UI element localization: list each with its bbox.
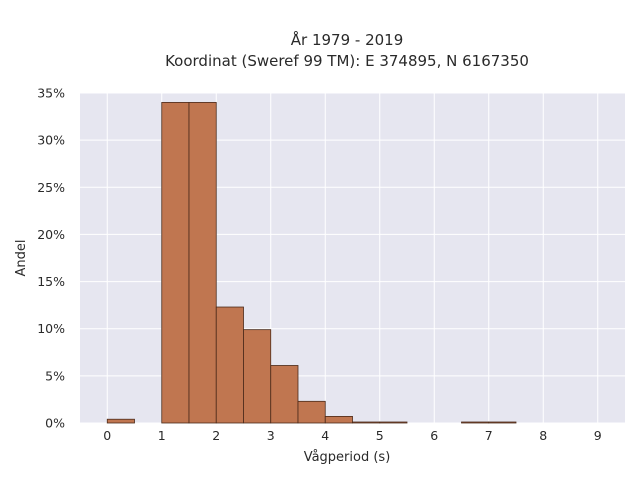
x-tick-label: 3 bbox=[267, 428, 275, 443]
histogram-bar bbox=[461, 421, 490, 424]
x-tick-label: 0 bbox=[103, 428, 111, 443]
x-tick-label: 2 bbox=[212, 428, 220, 443]
histogram-bar bbox=[243, 329, 272, 424]
x-axis-label: Vågperiod (s) bbox=[304, 450, 391, 465]
y-tick-label: 35% bbox=[37, 86, 65, 101]
y-axis-label: Andel bbox=[14, 240, 29, 277]
chart-title-line1: År 1979 - 2019 bbox=[291, 30, 404, 49]
histogram-bar bbox=[215, 306, 244, 424]
y-axis-ticks: 0% 5% 10% 15% 20% 25% 30% 35% bbox=[37, 86, 65, 431]
histogram-bar bbox=[161, 102, 190, 424]
histogram-bar bbox=[324, 415, 353, 424]
y-tick-label: 15% bbox=[37, 274, 65, 289]
y-tick-label: 10% bbox=[37, 321, 65, 336]
histogram-bar bbox=[352, 421, 381, 424]
y-tick-label: 5% bbox=[45, 368, 65, 383]
x-tick-label: 7 bbox=[485, 428, 493, 443]
x-tick-label: 1 bbox=[158, 428, 166, 443]
histogram-bar bbox=[297, 400, 326, 424]
histogram-bar bbox=[106, 418, 135, 424]
x-tick-label: 4 bbox=[321, 428, 329, 443]
histogram-bar bbox=[188, 102, 217, 424]
histogram-bar bbox=[379, 421, 408, 424]
x-tick-label: 9 bbox=[594, 428, 602, 443]
x-tick-label: 6 bbox=[430, 428, 438, 443]
histogram-bars bbox=[106, 102, 517, 424]
histogram-bar bbox=[488, 421, 517, 424]
y-tick-label: 25% bbox=[37, 180, 65, 195]
y-tick-label: 30% bbox=[37, 133, 65, 148]
x-tick-label: 5 bbox=[376, 428, 384, 443]
y-tick-label: 0% bbox=[45, 416, 65, 431]
chart-title-line2: Koordinat (Sweref 99 TM): E 374895, N 61… bbox=[165, 52, 529, 70]
x-tick-label: 8 bbox=[539, 428, 547, 443]
y-tick-label: 20% bbox=[37, 227, 65, 242]
histogram-bar bbox=[270, 365, 299, 424]
x-axis-ticks: 0 1 2 3 4 5 6 7 8 9 bbox=[103, 428, 602, 443]
